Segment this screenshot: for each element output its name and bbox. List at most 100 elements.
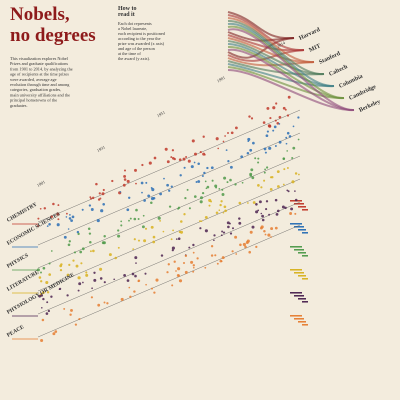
laureate-dot: [69, 313, 72, 316]
laureate-dot: [193, 195, 197, 198]
laureate-dot: [268, 213, 271, 216]
laureate-dot: [123, 178, 127, 181]
laureate-dot: [251, 225, 255, 229]
laureate-dot: [288, 135, 292, 138]
laureate-dot: [178, 279, 183, 283]
laureate-dot: [170, 156, 173, 159]
laureate-dot: [135, 182, 137, 185]
laureate-dot: [201, 191, 205, 195]
intro-line: Prizes and graduate qualifications: [10, 61, 68, 66]
laureate-dot: [141, 163, 144, 167]
laureate-dot: [270, 236, 272, 238]
laureate-dot: [287, 190, 290, 193]
laureate-dot: [208, 204, 211, 207]
laureate-dot: [126, 208, 130, 212]
laureate-dot: [143, 199, 146, 202]
laureate-dot: [167, 263, 170, 266]
intro-line: principal hometowns of the: [10, 98, 57, 103]
laureate-dot: [171, 149, 175, 152]
university-flow: [227, 60, 325, 76]
laureate-dot: [294, 190, 296, 192]
laureate-dot: [100, 209, 104, 213]
year-label: 2014: [276, 40, 287, 49]
laureate-dot: [78, 282, 82, 286]
laureate-dot: [203, 171, 206, 175]
band-axis: [37, 224, 301, 338]
laureate-dot: [153, 156, 157, 160]
laureate-dot: [192, 270, 195, 273]
laureate-dot: [37, 217, 40, 220]
university-flow: [227, 63, 335, 88]
laureate-dot: [54, 330, 58, 333]
laureate-dot: [133, 238, 136, 241]
laureate-dot: [123, 174, 127, 178]
laureate-dot: [111, 179, 114, 183]
laureate-dot: [264, 233, 267, 236]
laureate-dot: [39, 207, 42, 210]
age-bar: [294, 249, 304, 251]
laureate-dot: [102, 241, 106, 245]
laureate-dot: [143, 239, 147, 243]
laureate-dot: [281, 205, 285, 209]
laureate-dot: [177, 237, 181, 240]
laureate-dot: [238, 201, 242, 205]
laureate-dot: [250, 168, 254, 172]
laureate-dot: [246, 151, 250, 155]
laureate-dot: [238, 217, 241, 220]
laureate-dot: [271, 176, 274, 179]
laureate-dot: [235, 126, 238, 130]
laureate-dot: [272, 106, 276, 110]
laureate-dot: [59, 268, 63, 272]
laureate-dot: [166, 160, 170, 164]
laureate-dot: [184, 254, 188, 258]
band-axis: [37, 109, 301, 223]
laureate-dot: [45, 280, 49, 285]
laureate-dot: [145, 181, 148, 184]
laureate-dot: [90, 197, 93, 200]
laureate-dot: [168, 189, 171, 192]
laureate-dot: [269, 188, 273, 191]
laureate-dot: [261, 214, 264, 218]
laureate-dot: [250, 117, 254, 120]
laureate-dot: [160, 254, 164, 257]
laureate-dot: [42, 266, 46, 270]
how-to-line: Each dot represents: [118, 21, 152, 26]
age-bar: [302, 232, 308, 234]
laureate-dot: [184, 196, 187, 200]
laureate-dot: [202, 152, 206, 156]
laureate-dot: [150, 225, 154, 229]
laureate-dot: [40, 294, 44, 297]
laureate-dot: [261, 218, 265, 222]
laureate-dot: [155, 278, 159, 282]
laureate-dot: [188, 207, 191, 210]
age-bar: [290, 269, 302, 271]
age-bar: [294, 272, 304, 274]
laureate-dot: [36, 225, 40, 228]
laureate-dot: [270, 227, 274, 231]
age-bar: [290, 315, 302, 317]
laureate-dot: [76, 230, 80, 234]
laureate-dot: [186, 188, 189, 191]
laureate-dot: [263, 229, 266, 233]
laureate-dot: [204, 215, 208, 219]
laureate-dot: [292, 146, 296, 150]
laureate-dot: [92, 249, 95, 253]
laureate-dot: [99, 277, 103, 280]
laureate-dot: [108, 253, 112, 257]
laureate-dot: [221, 256, 225, 260]
laureate-dot: [223, 176, 227, 180]
laureate-dot: [225, 149, 228, 152]
laureate-dot: [219, 259, 223, 263]
laureate-dot: [213, 234, 216, 237]
laureate-dot: [285, 142, 288, 145]
laureate-dot: [98, 192, 101, 195]
laureate-dot: [82, 281, 84, 284]
laureate-dot: [180, 220, 183, 223]
university-flow: [227, 69, 355, 112]
laureate-dot: [106, 302, 109, 305]
laureate-dot: [294, 172, 298, 175]
laureate-dot: [77, 289, 80, 292]
laureate-dot: [75, 264, 79, 268]
laureate-dot: [248, 115, 251, 118]
